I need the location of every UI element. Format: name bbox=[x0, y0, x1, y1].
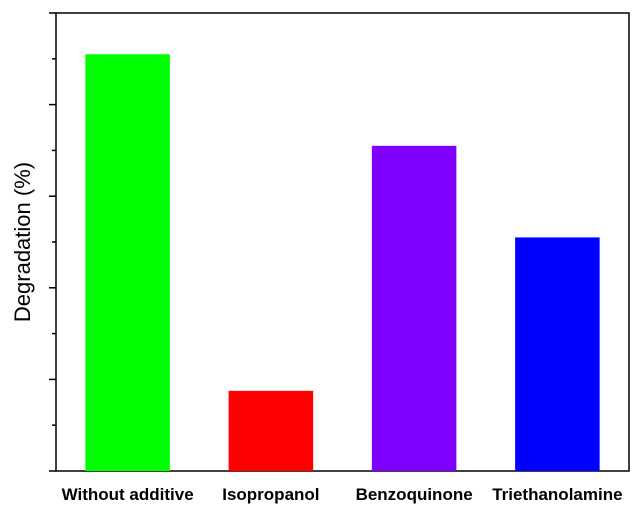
x-tick-label: Without additive bbox=[62, 485, 194, 504]
x-tick-label: Isopropanol bbox=[222, 485, 319, 504]
bar-isopropanol bbox=[228, 390, 314, 471]
x-tick-label: Triethanolamine bbox=[492, 485, 622, 504]
x-tick-label: Benzoquinone bbox=[356, 485, 473, 504]
bar-benzoquinone bbox=[371, 145, 457, 471]
x-tick-labels: Without additive Isopropanol Benzoquinone T… bbox=[62, 485, 623, 504]
y-axis-label: Degradation (%) bbox=[10, 162, 35, 322]
bar-triethanolamine bbox=[515, 237, 600, 471]
y-axis-ticks bbox=[49, 12, 56, 472]
bars-group bbox=[85, 54, 600, 471]
bar-without-additive bbox=[85, 54, 170, 471]
